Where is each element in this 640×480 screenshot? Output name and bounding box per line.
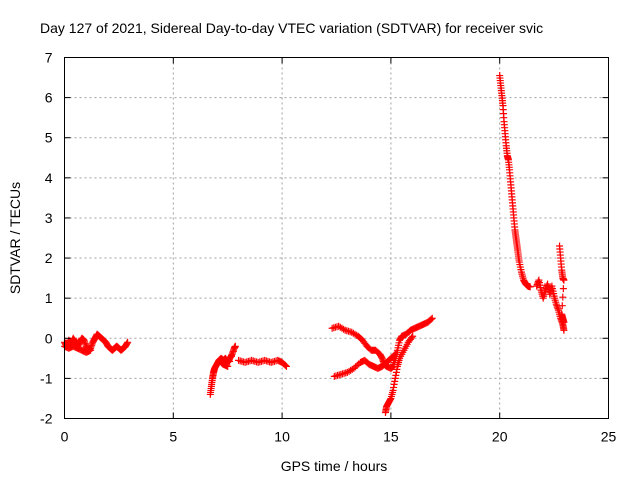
y-tick-label: -2 (40, 411, 53, 427)
data-point-marker (352, 363, 360, 371)
x-tick-label: 20 (492, 429, 508, 445)
y-tick-label: 5 (45, 130, 53, 146)
data-point-marker (558, 302, 566, 310)
data-point-marker (124, 338, 132, 346)
x-tick-label: 15 (383, 429, 399, 445)
data-point-marker (229, 347, 237, 355)
y-tick-label: 6 (45, 90, 53, 106)
y-tick-label: 2 (45, 250, 53, 266)
data-point-marker (560, 276, 568, 284)
y-tick-label: 3 (45, 210, 53, 226)
data-point-marker (226, 357, 234, 365)
data-point-marker (353, 361, 361, 369)
data-point-marker (526, 283, 534, 291)
data-point-marker (391, 350, 399, 358)
data-point-marker (560, 318, 568, 326)
tick-labels: 0 5 10 15 20 25 -2 -1 0 1 2 3 4 5 6 7 (40, 50, 616, 445)
x-tick-label: 25 (601, 429, 617, 445)
data-point-marker (217, 358, 225, 366)
data-point-marker (390, 351, 398, 359)
data-point-marker (231, 342, 239, 350)
y-tick-label: -1 (40, 370, 53, 386)
y-axis-label: SDTVAR / TECUs (7, 182, 23, 294)
axis-ticks (64, 57, 609, 419)
x-axis-label: GPS time / hours (281, 458, 388, 474)
data-point-marker (281, 361, 289, 369)
x-tick-label: 10 (274, 429, 290, 445)
x-tick-label: 5 (169, 429, 177, 445)
y-tick-label: 0 (45, 330, 53, 346)
x-tick-label: 0 (61, 429, 69, 445)
data-point-marker (340, 325, 348, 333)
chart-title: Day 127 of 2021, Sidereal Day-to-day VTE… (40, 20, 543, 36)
data-point-marker (282, 362, 290, 370)
data-point-marker (427, 315, 435, 323)
y-tick-label: 7 (45, 50, 53, 66)
plot-frame (64, 57, 609, 419)
data-point-marker (560, 326, 568, 334)
data-point-marker (350, 364, 358, 372)
data-point-marker (559, 293, 567, 301)
grid (64, 57, 609, 419)
y-tick-label: 1 (45, 290, 53, 306)
data-point-marker (408, 334, 416, 342)
data-series (61, 72, 568, 416)
data-point-marker (87, 346, 95, 354)
data-point-marker (559, 285, 567, 293)
y-tick-label: 4 (45, 170, 53, 186)
data-point-marker (228, 352, 236, 360)
data-point-marker (428, 314, 436, 322)
data-point-marker (409, 332, 417, 340)
